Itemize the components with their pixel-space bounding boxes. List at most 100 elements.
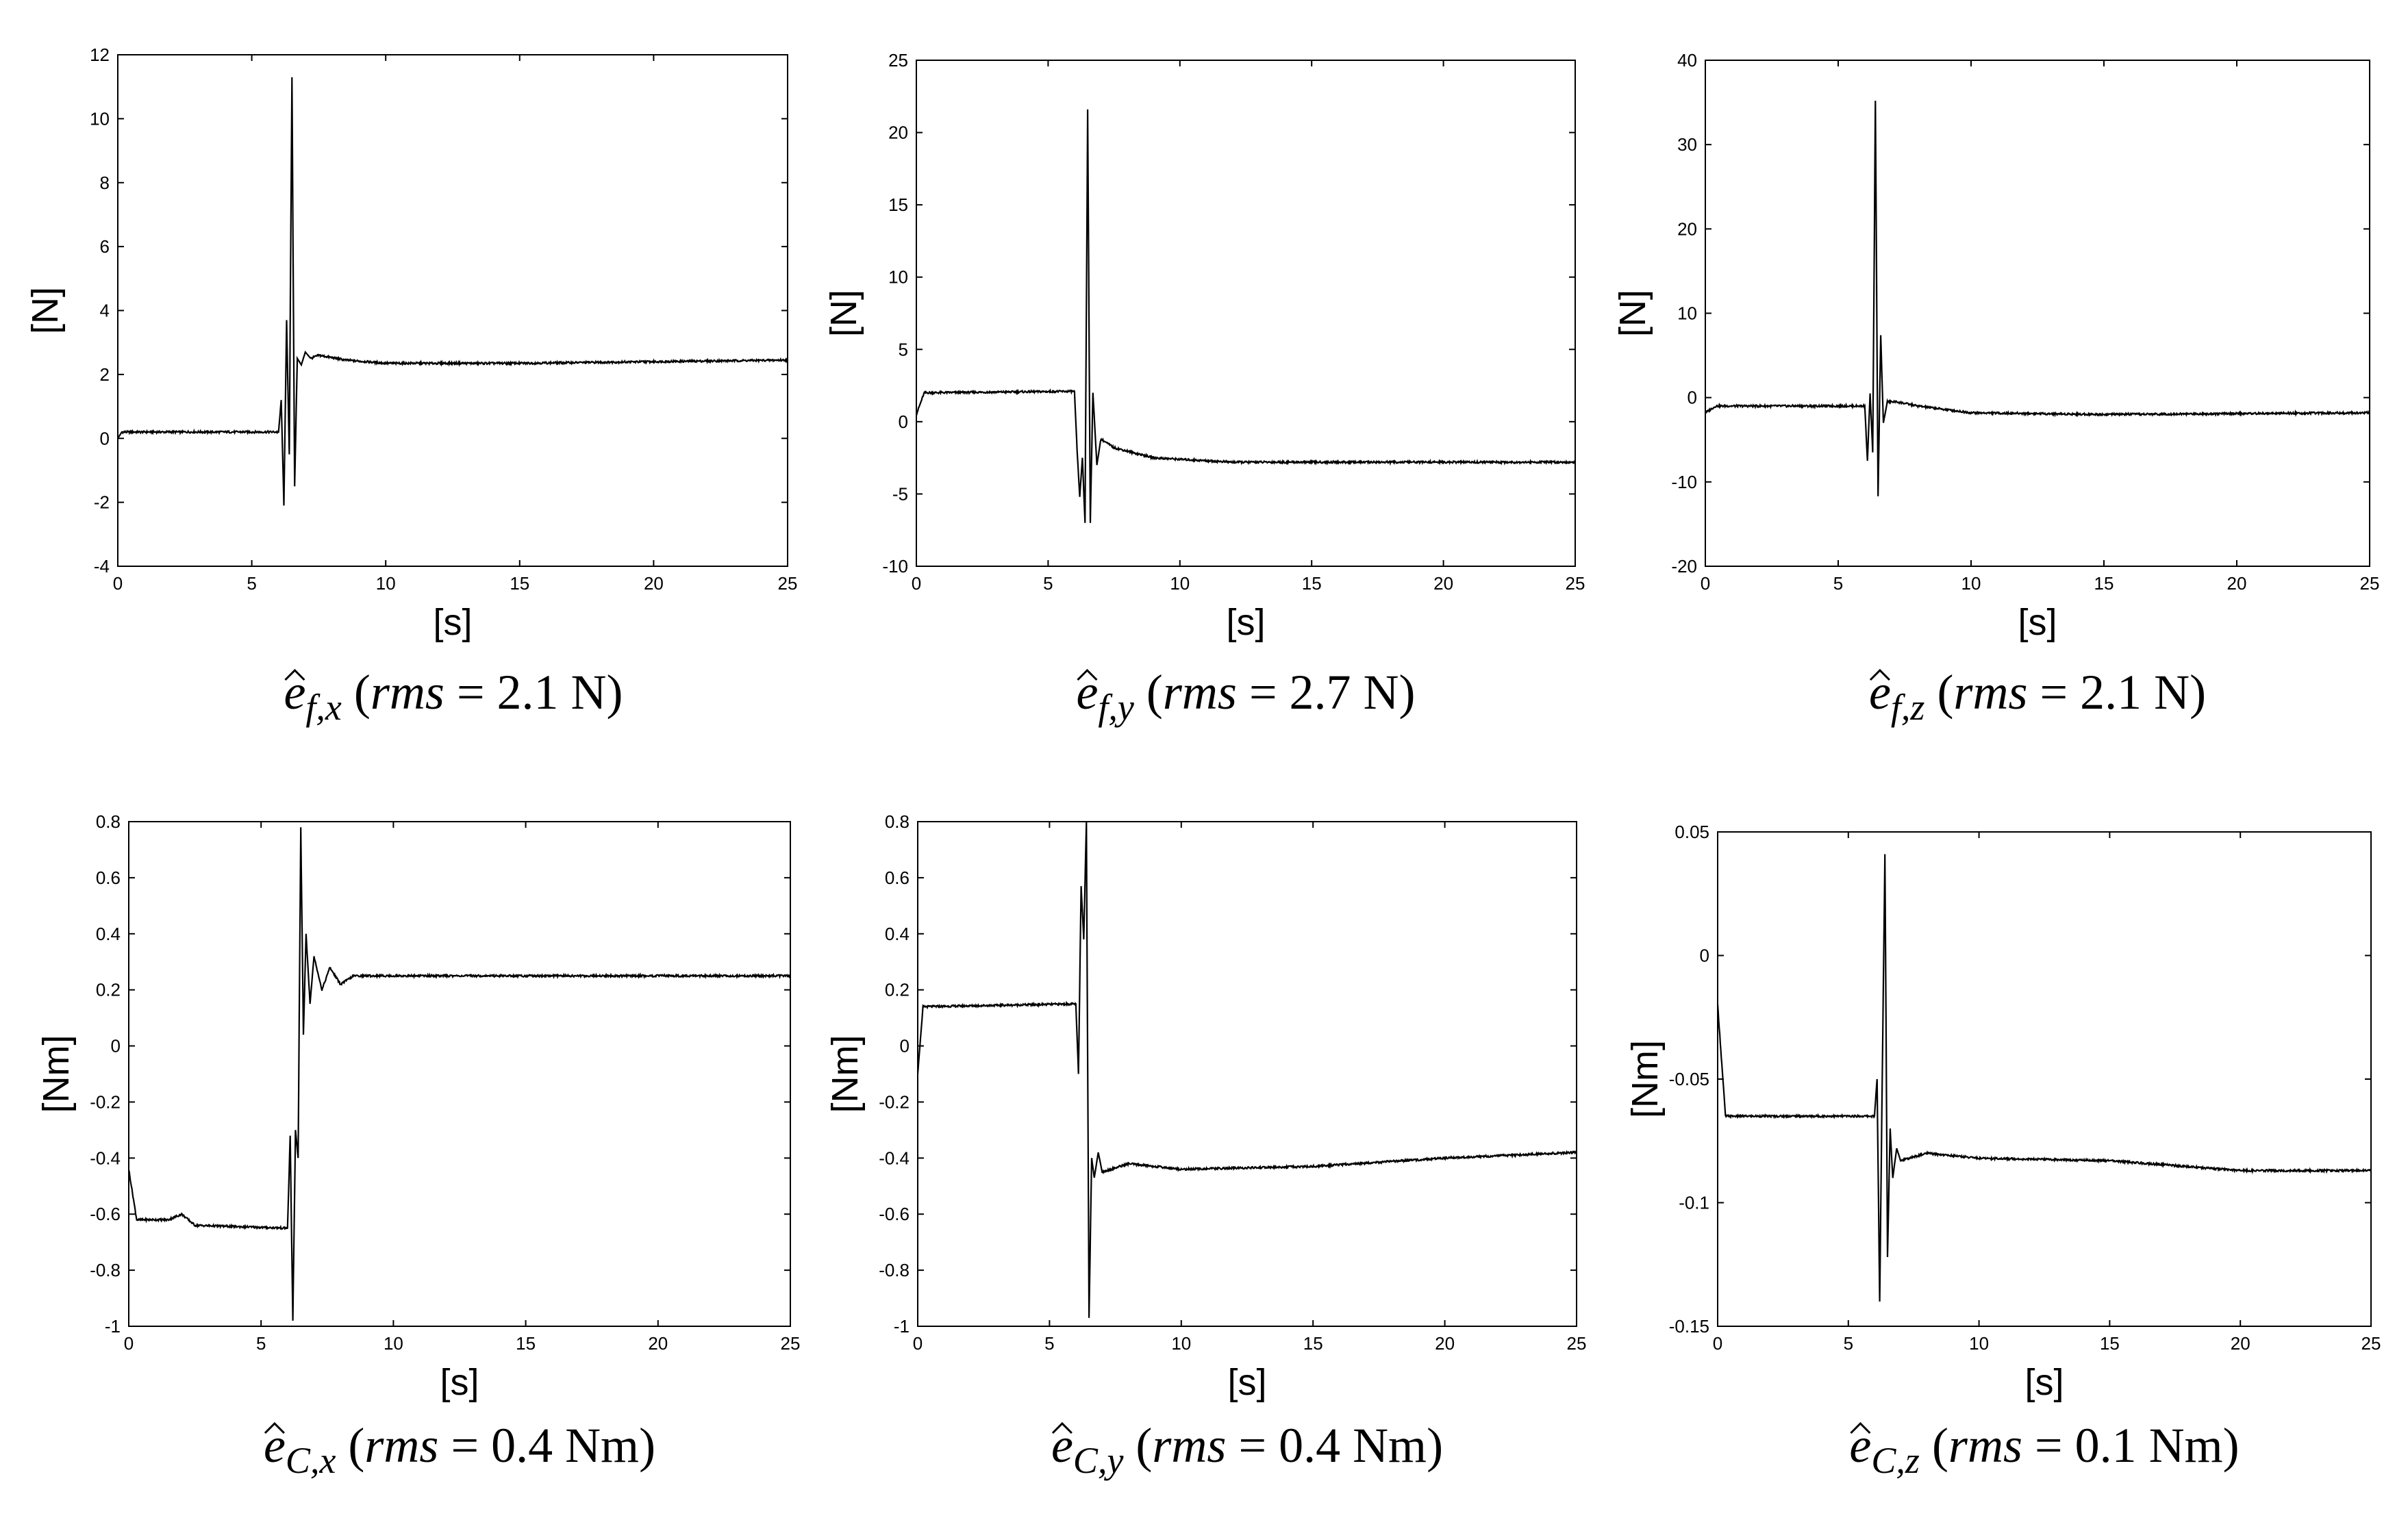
caption-symbol: e [1849,1418,1871,1473]
plot-frame [128,821,791,1327]
x-tick-label: 15 [516,1333,536,1354]
caption-symbol: e [1076,665,1098,720]
x-tick-label: 10 [376,573,396,594]
x-tick-label: 10 [1969,1333,1989,1354]
caption-rms: rms [1163,665,1237,720]
x-tick-label: 25 [1566,573,1585,594]
caption-subscript: f,x [305,687,342,728]
x-axis-label: [s] [2024,1362,2064,1403]
caption-rms: rms [1152,1418,1226,1473]
caption-rms: rms [1948,1418,2022,1473]
y-tick-label: -20 [1671,556,1697,577]
x-tick-label: 0 [1701,573,1710,594]
x-tick-label: 25 [2360,573,2380,594]
y-axis-label: [N] [25,287,66,334]
y-tick-label: 0.4 [96,924,121,944]
chart-caption: ef,y (rms = 2.7 N) [1076,665,1415,728]
caption-equals: = [438,1418,491,1473]
caption-rms: rms [371,665,444,720]
chart-caption: ef,z (rms = 2.1 N) [1869,665,2206,728]
series-line-ec_z [1718,854,2371,1302]
x-tick-label: 25 [778,573,798,594]
series-line-ef_x [118,77,788,506]
y-tick-label: -5 [892,483,908,504]
y-tick-label: -0.6 [90,1204,121,1224]
y-tick-label: 6 [100,236,110,257]
chart-ef_z: 0 5 10 15 20 25 -20 -10 0 10 20 30 40 [s] [N] ef,z (rms… [1612,50,2379,728]
y-tick-label: 10 [90,108,110,129]
y-tick-label: -1 [105,1316,121,1337]
caption-hat [1850,1421,1871,1434]
y-tick-label: 0.2 [96,980,121,1000]
caption-subscript: C,x [286,1440,336,1481]
series-line-ec_y [918,822,1577,1318]
x-tick-label: 5 [256,1333,266,1354]
y-tick-label: 0 [899,412,908,432]
y-tick-label: -0.1 [1679,1193,1709,1213]
x-tick-label: 20 [1433,573,1453,594]
y-tick-label: 0 [900,1036,910,1056]
y-tick-label: 15 [888,194,908,215]
y-tick-label: 40 [1677,50,1697,71]
y-tick-label: -1 [894,1316,910,1337]
series-line-ec_x [129,827,790,1321]
chart-caption: eC,x (rms = 0.4 Nm) [264,1418,655,1481]
caption-open-paren: ( [1134,665,1163,720]
caption-value: 2.1 N) [2080,665,2206,720]
caption-value: 2.7 N) [1290,665,1416,720]
y-tick-label: 12 [90,45,110,65]
plot-frame [1705,60,2370,567]
caption-symbol: e [284,665,305,720]
caption-equals: = [1226,1418,1279,1473]
y-tick-label: 8 [100,173,110,193]
caption-hat [1051,1421,1073,1434]
chart-ec_z: 0 5 10 15 20 25 -0.15 -0.1 -0.05 0 0.05 [s] [Nm] eC,z… [1625,822,2381,1481]
caption-hat [1077,668,1098,681]
chart-ef_y: 0 5 10 15 20 25 -10 -5 0 5 10 15 20 25 [s] [N] ef,y (rms… [823,50,1585,728]
chart-caption: eC,y (rms = 0.4 Nm) [1051,1418,1443,1481]
chart-caption: eC,z (rms = 0.1 Nm) [1849,1418,2239,1481]
plot-frame [117,54,788,567]
caption-open-paren: ( [1920,1418,1948,1473]
x-tick-label: 25 [1567,1333,1587,1354]
caption-value: 2.1 N) [497,665,623,720]
x-tick-label: 20 [2227,573,2247,594]
x-tick-label: 15 [2094,573,2114,594]
x-axis-label: [s] [1227,1362,1266,1403]
caption-subscript: f,y [1098,687,1134,728]
y-tick-label: 0 [111,1036,121,1056]
x-tick-label: 20 [644,573,664,594]
caption-equals: = [2022,1418,2075,1473]
x-tick-label: 25 [781,1333,801,1354]
y-tick-label: 10 [888,267,908,288]
y-tick-label: 0.8 [885,811,910,832]
series-line-ef_z [1705,101,2370,496]
caption-symbol: e [1869,665,1891,720]
y-tick-label: 5 [899,339,908,359]
x-tick-label: 10 [1170,573,1190,594]
y-tick-label: 0.2 [885,980,910,1000]
x-tick-label: 5 [1044,1333,1054,1354]
plot-frame [917,821,1577,1327]
x-axis-label: [s] [2018,602,2057,643]
y-axis-label: [Nm] [825,1035,866,1113]
caption-open-paren: ( [336,1418,364,1473]
x-tick-label: 20 [648,1333,668,1354]
x-tick-label: 15 [510,573,529,594]
y-tick-label: -0.2 [879,1091,910,1112]
chart-caption: ef,x (rms = 2.1 N) [284,665,623,728]
y-tick-label: -0.4 [90,1148,121,1168]
y-tick-label: 4 [100,301,110,321]
y-tick-label: 0.05 [1675,822,1709,842]
y-tick-label: -10 [1671,472,1697,492]
caption-hat [284,668,305,681]
y-axis-label: [Nm] [36,1035,77,1113]
caption-symbol: e [264,1418,286,1473]
caption-equals: = [444,665,497,720]
y-tick-label: -4 [94,556,110,577]
caption-value: 0.4 Nm) [491,1418,655,1473]
x-axis-label: [s] [433,602,472,643]
y-tick-label: 25 [888,50,908,71]
x-tick-label: 0 [113,573,123,594]
